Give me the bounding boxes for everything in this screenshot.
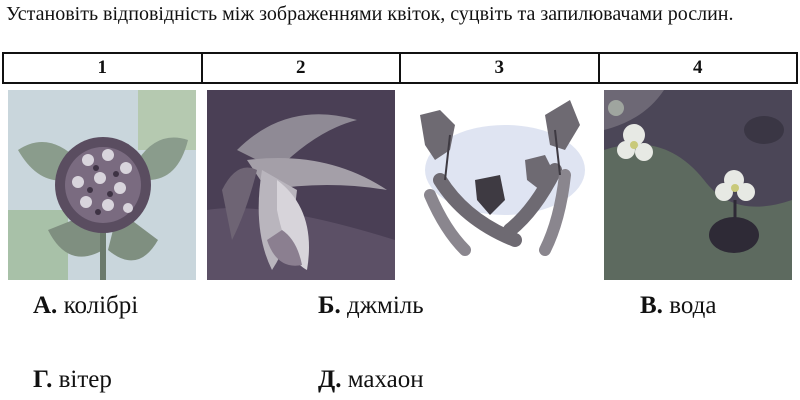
- answer-options: А. колібрі Б. джміль В. вода Г. вітер Д.…: [0, 284, 800, 400]
- matching-table: 1 2 3 4: [2, 52, 798, 282]
- water-plant-flowers-image: [603, 90, 792, 280]
- header-row: 1 2 3 4: [2, 52, 798, 84]
- drooping-orchid-flower-image: [206, 90, 395, 280]
- question-text: Установіть відповідність між зображенням…: [6, 3, 734, 25]
- answer-option-h: Г. вітер: [33, 366, 112, 393]
- answer-option-b: Б. джміль: [318, 292, 424, 319]
- birch-catkins-image: [405, 90, 594, 280]
- answer-option-d: Д. махаон: [318, 366, 424, 393]
- image-row: [3, 83, 797, 282]
- column-header-1: 1: [2, 52, 203, 84]
- column-header-4: 4: [597, 52, 798, 84]
- clover-flower-head-image: [8, 90, 197, 280]
- answer-option-a: А. колібрі: [33, 292, 139, 319]
- column-header-3: 3: [399, 52, 600, 84]
- column-header-2: 2: [200, 52, 401, 84]
- answer-option-v: В. вода: [640, 292, 717, 319]
